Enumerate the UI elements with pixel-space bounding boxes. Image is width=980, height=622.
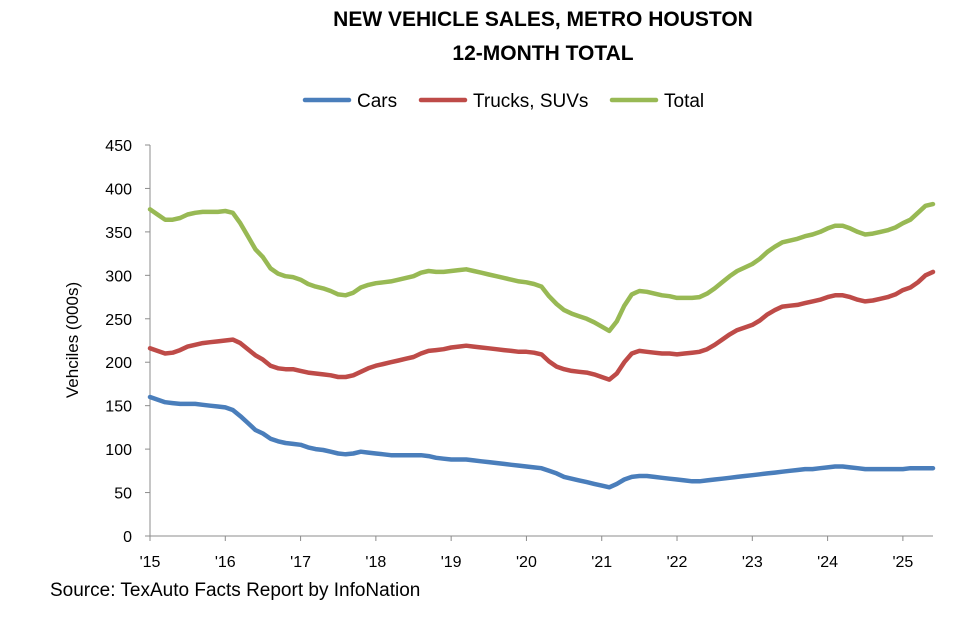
x-tick-labels: '15 '16 '17 '18 '19 '20 '21 '22 '23 '24 '25 <box>140 554 914 571</box>
legend-label: Trucks, SUVs <box>473 91 588 112</box>
y-tick-label: 450 <box>105 138 132 155</box>
y-tick-label: 200 <box>105 355 132 372</box>
y-axis-label: Vehciles (000s) <box>63 282 82 398</box>
series-line-cars <box>147 394 936 490</box>
x-tick-label: '21 <box>591 554 612 571</box>
axes <box>145 144 933 541</box>
source-note: Source: TexAuto Facts Report by InfoNati… <box>50 580 421 601</box>
x-tick-label: '16 <box>215 554 236 571</box>
y-tick-label: 400 <box>105 181 132 198</box>
chart-title-line-2: 12-MONTH TOTAL <box>452 42 633 65</box>
y-tick-label: 100 <box>105 442 132 459</box>
y-tick-label: 300 <box>105 268 132 285</box>
x-tick-label: '23 <box>742 554 763 571</box>
x-tick-label: '17 <box>290 554 311 571</box>
series-line-total <box>147 201 936 334</box>
y-tick-label: 0 <box>123 529 132 546</box>
x-tick-label: '19 <box>441 554 462 571</box>
x-tick-label: '22 <box>667 554 688 571</box>
x-tick-label: '18 <box>365 554 386 571</box>
y-tick-label: 150 <box>105 399 132 416</box>
x-tick-label: '25 <box>892 554 913 571</box>
x-tick-label: '20 <box>516 554 537 571</box>
x-tick-label: '15 <box>140 554 161 571</box>
legend-label: Total <box>664 91 704 112</box>
y-tick-label: 250 <box>105 312 132 329</box>
y-tick-label: 50 <box>114 486 132 503</box>
chart-title-line-1: NEW VEHICLE SALES, METRO HOUSTON <box>333 8 753 31</box>
legend: Cars Trucks, SUVs Total <box>302 91 704 112</box>
x-tick-label: '24 <box>817 554 838 571</box>
series-lines <box>147 201 936 490</box>
y-tick-label: 350 <box>105 225 132 242</box>
series-line-trucks-suvs <box>147 269 936 382</box>
legend-label: Cars <box>357 91 397 112</box>
y-tick-labels: 0 50 100 150 200 250 300 350 400 450 <box>105 138 132 546</box>
